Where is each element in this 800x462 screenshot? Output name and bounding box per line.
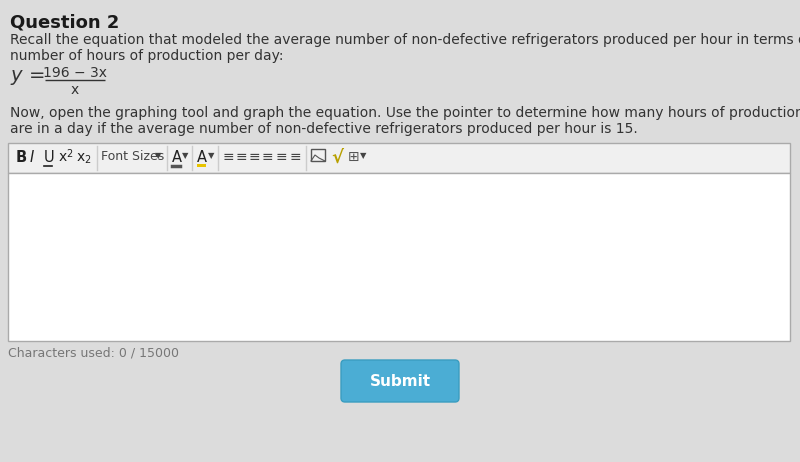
Text: U: U bbox=[44, 150, 54, 165]
Text: are in a day if the average number of non-defective refrigerators produced per h: are in a day if the average number of no… bbox=[10, 122, 638, 136]
Text: 196 − 3x: 196 − 3x bbox=[43, 66, 107, 80]
Text: ⊞: ⊞ bbox=[348, 150, 360, 164]
Text: ≡: ≡ bbox=[236, 150, 248, 164]
Bar bbox=[197, 164, 206, 167]
Text: ▼: ▼ bbox=[155, 151, 162, 160]
Text: A: A bbox=[197, 150, 207, 165]
Text: ▼: ▼ bbox=[182, 151, 189, 160]
Text: x: x bbox=[77, 150, 86, 164]
Text: x: x bbox=[59, 150, 67, 164]
Text: Now, open the graphing tool and graph the equation. Use the pointer to determine: Now, open the graphing tool and graph th… bbox=[10, 106, 800, 120]
Text: Font Sizes: Font Sizes bbox=[101, 150, 164, 163]
Text: $y\, =$: $y\, =$ bbox=[10, 68, 46, 87]
Text: 2: 2 bbox=[66, 149, 72, 159]
Text: ≡: ≡ bbox=[249, 150, 261, 164]
Text: Submit: Submit bbox=[370, 373, 430, 389]
Text: Characters used: 0 / 15000: Characters used: 0 / 15000 bbox=[8, 346, 179, 359]
Text: B: B bbox=[16, 150, 27, 165]
Text: Question 2: Question 2 bbox=[10, 14, 119, 32]
Text: Recall the equation that modeled the average number of non-defective refrigerato: Recall the equation that modeled the ave… bbox=[10, 33, 800, 47]
Text: ▼: ▼ bbox=[360, 151, 366, 160]
Text: 2: 2 bbox=[84, 155, 90, 165]
Text: ▼: ▼ bbox=[208, 151, 214, 160]
Text: I: I bbox=[30, 150, 34, 165]
Text: ≡: ≡ bbox=[223, 150, 234, 164]
Text: ≡: ≡ bbox=[290, 150, 302, 164]
Bar bbox=[311, 149, 325, 161]
Bar bbox=[8, 143, 790, 173]
Text: x: x bbox=[71, 83, 79, 97]
Text: ≡: ≡ bbox=[276, 150, 288, 164]
Text: number of hours of production per day:: number of hours of production per day: bbox=[10, 49, 283, 63]
FancyBboxPatch shape bbox=[341, 360, 459, 402]
Text: ≡: ≡ bbox=[262, 150, 274, 164]
Text: A: A bbox=[172, 150, 182, 165]
Bar bbox=[8, 173, 790, 341]
Text: √: √ bbox=[331, 149, 343, 167]
